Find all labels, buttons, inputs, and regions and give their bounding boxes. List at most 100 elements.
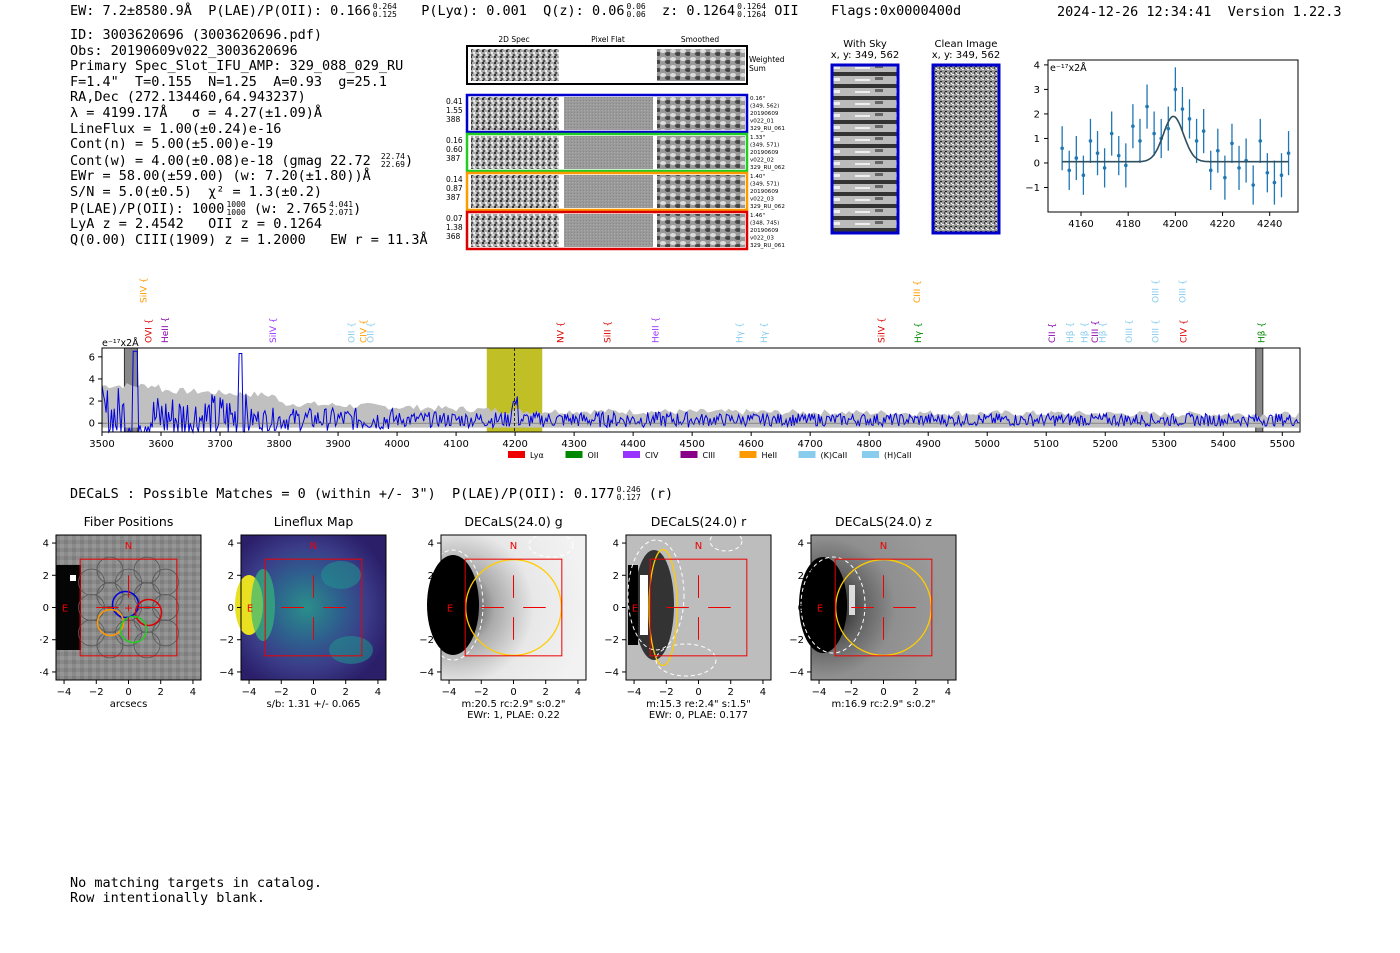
- east-mark: E: [632, 604, 638, 615]
- zoom-data-point: [1194, 139, 1199, 143]
- cutout-right-label-1-3: v022_02: [750, 158, 774, 164]
- panel-xtick-label: −2: [659, 687, 674, 698]
- zoom-ytick-label: 1: [1034, 134, 1040, 145]
- panel-ytick-label: −4: [219, 667, 234, 678]
- panel-ytick-label: −4: [789, 667, 804, 678]
- zoom-data-point: [1187, 117, 1192, 121]
- zoom-data-point: [1251, 183, 1255, 187]
- spec-ytick-label: 4: [89, 374, 95, 385]
- cutout-left-label-3-0: 0.07: [446, 214, 463, 223]
- cutout-right-label-0-1: (349, 562): [750, 104, 779, 110]
- emission-line-label-0: OVI {: [145, 319, 155, 343]
- panel-ytick-label: −2: [419, 635, 434, 646]
- panel-caption-2-0: m:20.5 rc:2.9" s:0.2": [461, 699, 565, 710]
- cutout-left-label-0-1: 1.55: [446, 106, 463, 115]
- zoom-data-point: [1138, 139, 1142, 143]
- spec-xtick-label: 5100: [1034, 439, 1059, 450]
- decals-summary: DECaLS : Possible Matches = 0 (within +/…: [70, 485, 674, 503]
- emission-line-label-22: OIII {: [1151, 319, 1161, 343]
- source-ellipse-2: [709, 530, 743, 552]
- panel-xtick-label: −4: [812, 687, 827, 698]
- legend-label-1: OII: [588, 451, 599, 460]
- emission-line-label-1: SiIV {: [139, 277, 149, 303]
- spec-xtick-label: 4500: [679, 439, 704, 450]
- panel-ytick-label: 2: [798, 571, 804, 582]
- plya-value: P(Lyα): 0.001: [421, 3, 527, 19]
- emission-line-label-15: CII {: [1048, 323, 1058, 343]
- plae-range: 0.264 0.125: [372, 2, 397, 19]
- spec-xtick-label: 4400: [620, 439, 645, 450]
- cutout-left-label-2-2: 387: [446, 193, 461, 202]
- cutout-row-frame-1: [465, 132, 749, 173]
- zoom-data-point: [1237, 166, 1241, 170]
- cutout-left-label-3-1: 1.38: [446, 223, 463, 232]
- north-mark: N: [880, 541, 887, 552]
- panel-xtick-label: 0: [310, 687, 316, 698]
- panel-xtick-label: 2: [543, 687, 549, 698]
- zoom-xtick-label: 4160: [1068, 219, 1093, 230]
- legend-label-6: (H)CaII: [884, 451, 911, 460]
- spec-xtick-label: 4100: [443, 439, 468, 450]
- panel-xtick-label: −2: [274, 687, 289, 698]
- emission-line-label-2: HeII {: [161, 317, 171, 343]
- sky-images: With Sky x, y: 349, 562 Clean Image x, y…: [830, 39, 1001, 235]
- clean-image: [931, 63, 1001, 235]
- panel-ytick-label: 4: [43, 539, 49, 550]
- cutout-left-label-0-2: 388: [446, 115, 461, 124]
- cutout-left-label-2-0: 0.14: [446, 175, 463, 184]
- source-ellipse-3: [655, 643, 717, 677]
- zoom-ytick-label: −1: [1025, 183, 1040, 194]
- emission-line-label-10: Hγ {: [735, 322, 745, 343]
- emission-line-label-23: OIII {: [1179, 279, 1189, 303]
- emission-line-label-4: OII {: [348, 322, 358, 343]
- info-block: ID: 3003620696 (3003620696.pdf) Obs: 201…: [70, 27, 428, 248]
- spec-xtick-label: 4700: [797, 439, 822, 450]
- full-spectrum-chart: 3500 3600 3700 3800 3900 4000 4100 4200 4300 4400…: [89, 277, 1301, 460]
- header-line: EW: 7.2±8580.9Å P(LAE)/P(OII): 0.166 0.26…: [70, 2, 961, 20]
- emission-line-label-21: OIII {: [1151, 279, 1161, 303]
- z-range: 0.1264 0.1264: [737, 2, 767, 19]
- panel-ytick-label: 2: [428, 571, 434, 582]
- east-mark: E: [247, 604, 253, 615]
- info-id: ID: 3003620696 (3003620696.pdf): [70, 27, 322, 43]
- plae-value: P(LAE)/P(OII): 0.166: [208, 3, 371, 19]
- emission-line-label-13: Hγ {: [914, 322, 924, 343]
- legend-label-2: CIV: [645, 451, 659, 460]
- ew-value: EW: 7.2±8580.9Å: [70, 3, 192, 19]
- spectrum-unit-label: e⁻¹⁷x2Å: [102, 337, 139, 349]
- panel-caption-3-0: m:15.3 re:2.4" s:1.5": [646, 699, 751, 710]
- cutout-left-label-2-1: 0.87: [446, 184, 463, 193]
- panel-ytick-label: −4: [40, 667, 49, 678]
- cutout-right-label-3-4: 329_RU_061: [750, 243, 785, 249]
- legend-swatch-3: [680, 451, 698, 458]
- version: Version 1.22.3: [1227, 4, 1342, 20]
- legend-swatch-2: [623, 451, 640, 458]
- zoom-data-point: [1279, 173, 1284, 178]
- info-lya-z: LyA z = 2.4542 OII z = 0.1264: [70, 216, 322, 233]
- emission-line-label-18: CIII {: [1091, 320, 1101, 343]
- panel-caption-2-1: EWr: 1, PLAE: 0.22: [467, 710, 560, 721]
- zoom-line-chart: e⁻¹⁷x2Å 4160 4180 4200 4220 4240 4 3 2 1 0 −1: [1025, 59, 1299, 230]
- panel-ytick-label: −4: [419, 667, 434, 678]
- panel-xtick-label: −2: [474, 687, 489, 698]
- zoom-data-point: [1152, 131, 1156, 136]
- panel-caption-3-1: EWr: 0, PLAE: 0.177: [649, 710, 748, 721]
- north-mark: N: [695, 541, 702, 552]
- legend-swatch-0: [508, 451, 525, 458]
- cutout-right-label-0-3: v022_01: [750, 119, 774, 125]
- zoom-xtick-label: 4220: [1210, 219, 1235, 230]
- search-box: [834, 558, 933, 657]
- z-bright-pixels: [849, 585, 855, 615]
- weighted-sum-row: [466, 45, 748, 85]
- fiber-highlight-green: [119, 615, 148, 644]
- cutout-left-label-0-0: 0.41: [446, 97, 463, 106]
- emission-line-label-3: SiIV {: [269, 317, 279, 343]
- saturated-pixel: [70, 575, 76, 581]
- footer-line-2: Row intentionally blank.: [70, 890, 266, 906]
- zoom-data-point: [1060, 146, 1064, 151]
- panel-xtick-label: 2: [343, 687, 349, 698]
- zoom-data-point: [1102, 166, 1107, 170]
- panel-g: DECaLS(24.0) g N E −4 4 −2 2 0 0 2 −2 4 −4 m:20.5 rc:…: [419, 514, 587, 721]
- zoom-data-point: [1095, 151, 1100, 155]
- cutout-left-label-1-2: 387: [446, 154, 461, 163]
